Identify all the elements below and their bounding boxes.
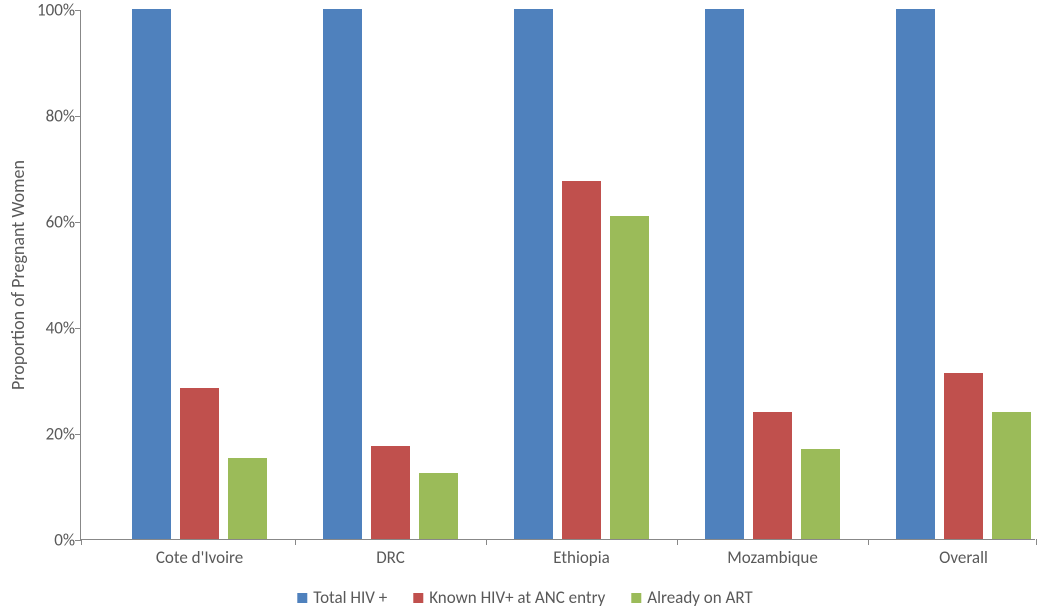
x-tick-mark xyxy=(677,539,678,545)
legend-swatch xyxy=(631,593,641,603)
chart-container: Proportion of Pregnant Women 0%20%40%60%… xyxy=(0,0,1050,613)
y-tick-label: 40% xyxy=(46,318,75,339)
legend-swatch xyxy=(413,593,423,603)
bar xyxy=(180,388,219,539)
legend-item: Total HIV + xyxy=(297,587,387,608)
bar xyxy=(705,9,744,539)
y-tick-mark xyxy=(75,116,81,117)
x-category-label: DRC xyxy=(376,547,405,568)
legend-item: Known HIV+ at ANC entry xyxy=(413,587,605,608)
bar xyxy=(514,9,553,539)
bar xyxy=(801,449,840,539)
bar xyxy=(753,412,792,539)
y-tick-label: 0% xyxy=(54,530,75,551)
x-category-label: Overall xyxy=(939,547,988,568)
bar xyxy=(132,9,171,539)
plot-area: 0%20%40%60%80%100%Cote d'IvoireDRCEthiop… xyxy=(80,10,1035,540)
x-tick-mark xyxy=(81,539,82,545)
legend: Total HIV + Known HIV+ at ANC entry Alread… xyxy=(297,587,752,608)
bar xyxy=(419,473,458,539)
bar xyxy=(896,9,935,539)
y-tick-mark xyxy=(75,328,81,329)
bar xyxy=(323,9,362,539)
x-tick-mark xyxy=(486,539,487,545)
x-category-label: Ethiopia xyxy=(553,547,610,568)
y-tick-mark xyxy=(75,222,81,223)
legend-label: Already on ART xyxy=(647,587,752,608)
y-tick-label: 80% xyxy=(46,106,75,127)
y-tick-label: 60% xyxy=(46,212,75,233)
bar xyxy=(228,458,267,539)
legend-label: Known HIV+ at ANC entry xyxy=(429,587,605,608)
y-tick-mark xyxy=(75,434,81,435)
x-category-label: Cote d'Ivoire xyxy=(156,547,243,568)
y-axis-label: Proportion of Pregnant Women xyxy=(7,160,29,390)
bar xyxy=(610,216,649,539)
bar xyxy=(944,373,983,539)
legend-swatch xyxy=(297,593,307,603)
y-tick-label: 20% xyxy=(46,424,75,445)
y-axis-label-wrap: Proportion of Pregnant Women xyxy=(0,0,30,550)
x-tick-mark xyxy=(295,539,296,545)
y-tick-mark xyxy=(75,10,81,11)
x-tick-mark xyxy=(1036,539,1037,545)
bar xyxy=(371,446,410,539)
legend-label: Total HIV + xyxy=(313,587,387,608)
bar xyxy=(562,181,601,539)
legend-item: Already on ART xyxy=(631,587,752,608)
bar xyxy=(992,412,1031,539)
y-tick-label: 100% xyxy=(37,0,75,21)
x-tick-mark xyxy=(868,539,869,545)
x-category-label: Mozambique xyxy=(727,547,818,568)
